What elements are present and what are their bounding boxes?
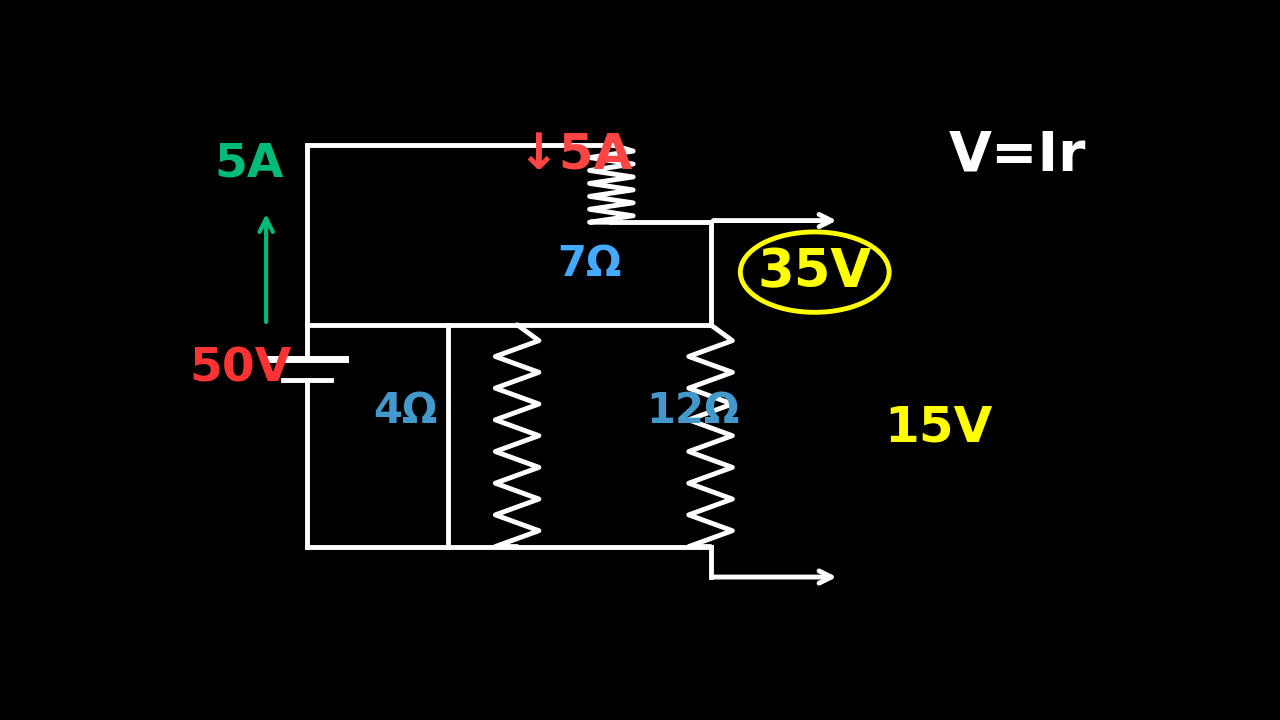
Text: 12Ω: 12Ω — [646, 390, 740, 432]
Text: 4Ω: 4Ω — [374, 390, 438, 432]
Text: 15V: 15V — [884, 403, 992, 451]
Text: ↓5A: ↓5A — [517, 132, 632, 180]
Text: 5A: 5A — [215, 142, 284, 186]
Text: 50V: 50V — [189, 346, 292, 392]
Text: V=Ir: V=Ir — [948, 129, 1087, 183]
Text: 35V: 35V — [758, 246, 872, 298]
Text: 7Ω: 7Ω — [557, 243, 621, 285]
